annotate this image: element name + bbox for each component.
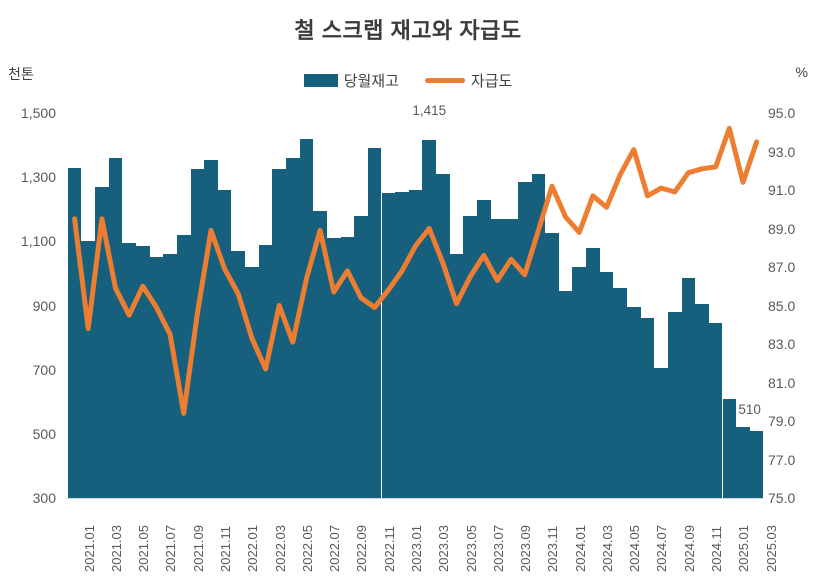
bar — [572, 267, 587, 498]
x-tick-label: 2023.07 — [490, 525, 506, 572]
bar — [326, 238, 341, 498]
x-tick-label: 2021.01 — [81, 525, 97, 572]
bar — [749, 430, 764, 498]
x-tick-label: 2024.11 — [709, 525, 725, 572]
bar — [681, 278, 696, 498]
x-tick-label: 2023.01 — [408, 525, 424, 572]
bar-series-swatch — [303, 73, 338, 87]
right-tick-label: 75.0 — [768, 490, 796, 506]
x-tick-label: 2021.03 — [108, 525, 124, 572]
bar — [695, 303, 709, 498]
x-tick-label: 2021.09 — [190, 525, 206, 572]
bar — [408, 190, 423, 498]
bar — [736, 427, 750, 498]
x-tick-label: 2022.01 — [245, 525, 261, 572]
line-path — [72, 125, 760, 416]
legend-label-sufficiency: 자급도 — [470, 72, 513, 90]
bar — [613, 287, 627, 498]
bar — [449, 254, 464, 498]
left-tick-label: 1,100 — [20, 233, 56, 250]
x-tick-label: 2022.03 — [272, 525, 288, 572]
right-tick-label: 77.0 — [768, 451, 796, 468]
data-label: 510 — [738, 401, 761, 417]
x-tick-label: 2023.11 — [545, 525, 561, 572]
line-series — [72, 125, 760, 416]
bar — [708, 323, 723, 498]
bar — [558, 291, 573, 498]
bar — [108, 157, 123, 498]
left-tick-label: 300 — [32, 490, 56, 506]
left-tick-label: 500 — [32, 425, 56, 442]
right-tick-label: 79.0 — [768, 413, 796, 429]
x-tick-label: 2024.07 — [654, 525, 670, 572]
left-axis-unit: 천톤 — [8, 66, 34, 82]
right-tick-label: 95.0 — [768, 105, 796, 121]
bar — [722, 398, 737, 498]
bar — [654, 368, 668, 498]
x-tick-label: 2023.09 — [518, 525, 534, 572]
x-tick-label: 2024.05 — [627, 525, 643, 572]
legend-label-inventory: 당월재고 — [343, 72, 399, 90]
plot-area — [66, 113, 764, 499]
bar — [163, 254, 177, 498]
bar — [135, 246, 150, 498]
x-tick-label: 2022.09 — [354, 525, 370, 572]
x-tick-label: 2022.05 — [299, 525, 315, 572]
legend: 당월재고 자급도 — [0, 68, 816, 92]
bar — [272, 169, 286, 498]
x-tick-label: 2021.07 — [163, 525, 179, 572]
bar — [286, 157, 300, 498]
bar — [190, 169, 205, 498]
left-tick-label: 700 — [32, 361, 56, 378]
bar — [313, 210, 327, 498]
bar — [504, 218, 518, 498]
bar — [490, 218, 505, 498]
right-tick-label: 93.0 — [768, 143, 796, 160]
bar — [640, 318, 655, 498]
right-tick-label: 83.0 — [768, 336, 796, 352]
data-label: 1,415 — [412, 103, 447, 119]
right-tick-label: 85.0 — [768, 297, 796, 314]
x-tick-label: 2024.01 — [572, 525, 588, 572]
bar — [599, 271, 614, 498]
bar — [531, 173, 546, 498]
bar — [667, 311, 682, 498]
left-tick-label: 1,500 — [20, 105, 56, 121]
bar — [381, 193, 396, 498]
bar — [586, 247, 600, 498]
x-tick-label: 2021.11 — [218, 525, 233, 572]
bar — [217, 190, 232, 498]
x-tick-label: 2022.11 — [381, 525, 397, 572]
bar — [476, 199, 491, 498]
x-tick-label: 2025.01 — [736, 525, 752, 572]
right-tick-label: 81.0 — [768, 374, 796, 391]
right-tick-label: 91.0 — [768, 182, 796, 198]
x-axis-line — [66, 498, 763, 499]
legend-item-sufficiency: 자급도 — [424, 70, 513, 91]
x-tick-label: 2024.03 — [599, 525, 615, 572]
legend-item-inventory: 당월재고 — [303, 70, 399, 91]
left-tick-label: 1,300 — [20, 169, 56, 186]
x-tick-label: 2023.05 — [463, 525, 479, 572]
x-tick-label: 2023.03 — [436, 525, 452, 572]
bar — [627, 307, 641, 498]
bar — [367, 148, 382, 498]
line-series-swatch — [424, 77, 465, 83]
right-tick-label: 89.0 — [768, 220, 796, 237]
bar — [299, 138, 314, 498]
chart-title: 철 스크랩 재고와 자급도 — [294, 18, 522, 43]
bar — [340, 236, 355, 498]
x-tick-label: 2025.03 — [763, 525, 779, 572]
x-tick-label: 2022.07 — [327, 525, 343, 572]
right-tick-label: 87.0 — [768, 259, 796, 275]
bar — [176, 234, 191, 498]
left-tick-label: 900 — [32, 297, 56, 314]
bar — [545, 233, 559, 498]
x-tick-label: 2024.09 — [681, 525, 697, 572]
x-tick-label: 2021.05 — [136, 525, 152, 572]
right-axis-unit: % — [795, 64, 808, 80]
